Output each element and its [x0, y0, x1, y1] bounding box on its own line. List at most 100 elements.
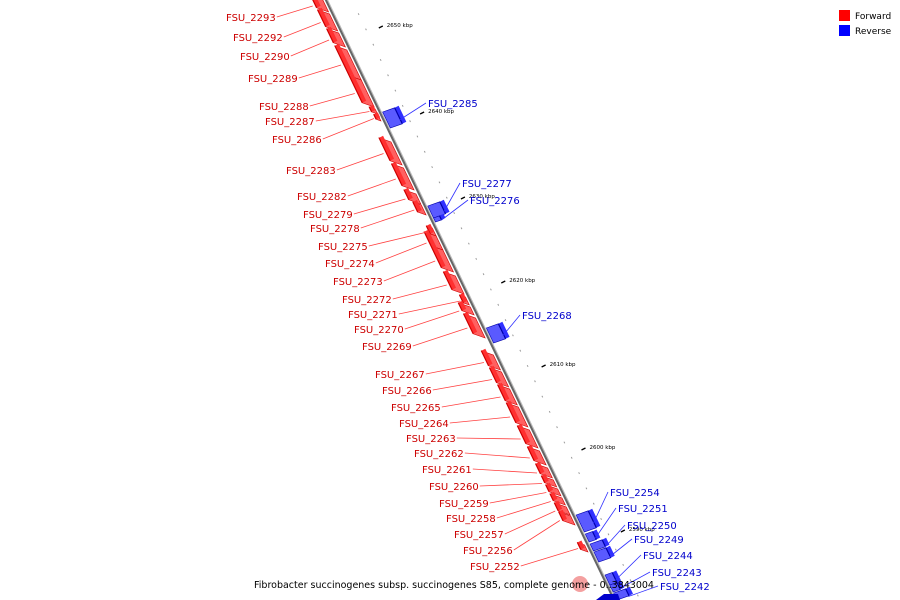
- gene-label-fsu-2292[interactable]: FSU_2292: [233, 33, 283, 44]
- gene-box-edge: [576, 542, 582, 550]
- gene-label-fsu-2275[interactable]: FSU_2275: [318, 242, 368, 253]
- gene-box-top: [334, 43, 354, 76]
- gene-feature-fsu-2264[interactable]: [505, 400, 529, 428]
- gene-label-fsu-2252[interactable]: FSU_2252: [470, 562, 520, 573]
- ruler-minor-tick: [468, 242, 470, 245]
- gene-label-fsu-2266[interactable]: FSU_2266: [382, 386, 432, 397]
- gene-feature-fsu-2287[interactable]: [368, 104, 379, 115]
- gene-leader-line: [290, 39, 330, 57]
- gene-feature-fsu-2268[interactable]: [485, 321, 510, 344]
- ruler-minor-tick: [453, 211, 456, 215]
- gene-box-edge: [558, 511, 564, 522]
- gene-feature-fsu-2266[interactable]: [488, 365, 510, 388]
- gene-label-fsu-2267[interactable]: FSU_2267: [375, 370, 425, 381]
- legend: Forward Reverse: [839, 10, 892, 37]
- gene-feature-fsu-2283[interactable]: [378, 135, 403, 166]
- gene-label-fsu-2288[interactable]: FSU_2288: [259, 102, 309, 113]
- gene-leader-line: [432, 379, 493, 391]
- gene-label-fsu-2249[interactable]: FSU_2249: [634, 535, 684, 546]
- gene-label-fsu-2282[interactable]: FSU_2282: [297, 192, 347, 203]
- gene-label-fsu-2276[interactable]: FSU_2276: [470, 196, 520, 207]
- gene-label-fsu-2270[interactable]: FSU_2270: [354, 325, 404, 336]
- gene-feature-fsu-2252[interactable]: [576, 540, 589, 553]
- gene-feature-fsu-2263[interactable]: [516, 423, 539, 449]
- gene-box-edge: [458, 294, 464, 304]
- gene-feature-fsu-2293[interactable]: [311, 0, 330, 13]
- gene-label-fsu-2260[interactable]: FSU_2260: [429, 482, 479, 493]
- gene-leader-line: [347, 178, 396, 197]
- gene-label-fsu-2269[interactable]: FSU_2269: [362, 342, 412, 353]
- kbp-tick-label: 2630 kbp: [469, 194, 495, 200]
- gene-feature-fsu-2277[interactable]: [427, 199, 450, 219]
- gene-label-fsu-2242[interactable]: FSU_2242: [660, 582, 710, 593]
- gene-label-fsu-2250[interactable]: FSU_2250: [627, 521, 677, 532]
- gene-label-fsu-2274[interactable]: FSU_2274: [325, 259, 375, 270]
- gene-label-fsu-2263[interactable]: FSU_2263: [406, 434, 456, 445]
- gene-label-fsu-2259[interactable]: FSU_2259: [439, 499, 489, 510]
- gene-feature-fsu-2289[interactable]: [334, 43, 362, 81]
- gene-label-fsu-2256[interactable]: FSU_2256: [463, 546, 513, 557]
- gene-label-fsu-2271[interactable]: FSU_2271: [348, 310, 398, 321]
- gene-feature-fsu-2262[interactable]: [526, 444, 547, 466]
- legend-reverse-swatch: [839, 25, 850, 36]
- gene-feature-fsu-2282[interactable]: [390, 161, 415, 191]
- gene-feature-fsu-2257[interactable]: [553, 500, 571, 516]
- gene-feature-fsu-2271[interactable]: [458, 292, 470, 306]
- gene-label-fsu-2273[interactable]: FSU_2273: [333, 277, 383, 288]
- gene-label-fsu-2285[interactable]: FSU_2285: [428, 99, 478, 110]
- gene-feature-fsu-2267[interactable]: [480, 348, 502, 371]
- gene-label-fsu-2265[interactable]: FSU_2265: [391, 403, 441, 414]
- gene-feature-fsu-2273[interactable]: [430, 243, 455, 273]
- gene-label-fsu-2257[interactable]: FSU_2257: [454, 530, 504, 541]
- gene-leader-line: [520, 548, 579, 567]
- gene-feature-fsu-2259[interactable]: [545, 482, 562, 497]
- gene-feature-fsu-2278[interactable]: [412, 200, 427, 216]
- gene-label-fsu-2289[interactable]: FSU_2289: [248, 74, 298, 85]
- gene-feature-fsu-2288[interactable]: [348, 73, 375, 108]
- gene-label-fsu-2254[interactable]: FSU_2254: [610, 488, 660, 499]
- legend-reverse-label: Reverse: [855, 27, 892, 37]
- gene-feature-fsu-2270[interactable]: [457, 300, 475, 316]
- gene-leader-line: [496, 501, 551, 519]
- gene-feature-fsu-2286[interactable]: [373, 112, 382, 122]
- gene-label-fsu-2262[interactable]: FSU_2262: [414, 449, 464, 460]
- gene-feature-fsu-2254[interactable]: [575, 508, 601, 533]
- gene-label-fsu-2258[interactable]: FSU_2258: [446, 514, 496, 525]
- gene-label-fsu-2277[interactable]: FSU_2277: [462, 179, 512, 190]
- gene-feature-fsu-2256[interactable]: [558, 509, 576, 526]
- gene-label-fsu-2244[interactable]: FSU_2244: [643, 551, 693, 562]
- gene-label-fsu-2286[interactable]: FSU_2286: [272, 135, 322, 146]
- gene-box-edge: [540, 475, 546, 484]
- gene-label-fsu-2268[interactable]: FSU_2268: [522, 311, 572, 322]
- kbp-major-tick: [581, 447, 586, 451]
- gene-label-fsu-2290[interactable]: FSU_2290: [240, 52, 290, 63]
- gene-feature-fsu-2272[interactable]: [442, 269, 465, 295]
- gene-label-fsu-2251[interactable]: FSU_2251: [618, 504, 668, 515]
- gene-label-fsu-2261[interactable]: FSU_2261: [422, 465, 472, 476]
- gene-label-fsu-2279[interactable]: FSU_2279: [303, 210, 353, 221]
- gene-feature-fsu-2261[interactable]: [535, 461, 553, 479]
- gene-feature-truncated: [572, 576, 588, 592]
- gene-feature-fsu-2290[interactable]: [326, 26, 346, 48]
- gene-feature-fsu-2269[interactable]: [462, 311, 486, 339]
- gene-feature-fsu-2274[interactable]: [423, 229, 444, 251]
- gene-label-fsu-2243[interactable]: FSU_2243: [652, 568, 702, 579]
- ruler-minor-tick: [607, 533, 610, 536]
- kbp-major-tick: [541, 364, 546, 368]
- backbone-shadow: [326, 0, 617, 600]
- gene-label-fsu-2278[interactable]: FSU_2278: [310, 224, 360, 235]
- gene-label-fsu-2264[interactable]: FSU_2264: [399, 419, 449, 430]
- gene-label-fsu-2283[interactable]: FSU_2283: [286, 166, 336, 177]
- gene-label-fsu-2293[interactable]: FSU_2293: [226, 13, 276, 24]
- gene-feature-fsu-2265[interactable]: [497, 382, 518, 406]
- gene-label-fsu-2287[interactable]: FSU_2287: [265, 117, 315, 128]
- gene-feature-fsu-2258[interactable]: [549, 491, 566, 506]
- gene-feature-fsu-2292[interactable]: [316, 7, 339, 32]
- gene-box-top: [424, 229, 435, 246]
- gene-feature-fsu-2285[interactable]: [382, 105, 407, 129]
- ruler-minor-tick: [423, 150, 426, 153]
- gene-label-fsu-2272[interactable]: FSU_2272: [342, 295, 392, 306]
- kbp-major-tick: [378, 25, 384, 29]
- gene-box-edge: [601, 539, 607, 548]
- gene-feature-fsu-2260[interactable]: [540, 473, 558, 488]
